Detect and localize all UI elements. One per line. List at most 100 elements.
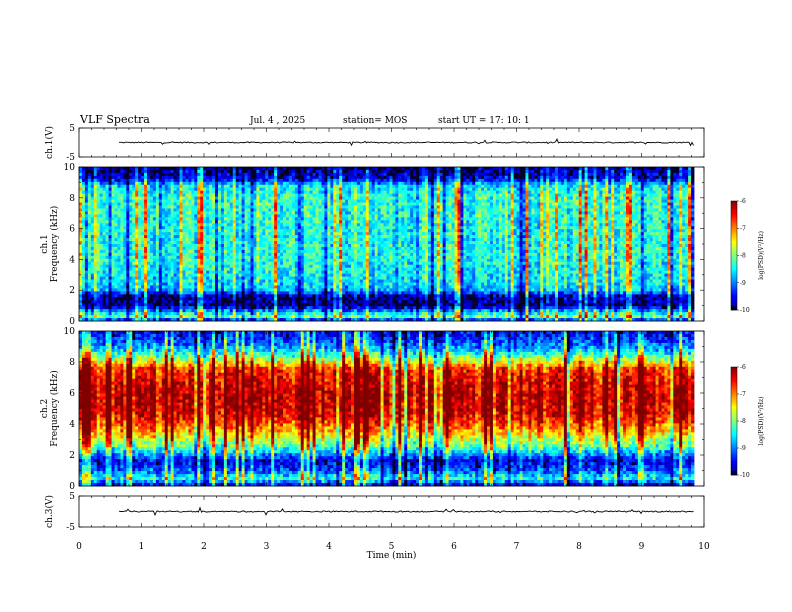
- heatmap-cell: [593, 211, 597, 215]
- heatmap-cell: [578, 223, 583, 227]
- heatmap-cell: [614, 181, 618, 186]
- heatmap-cell: [448, 184, 452, 189]
- heatmap-cell: [404, 211, 408, 215]
- heatmap-cell: [611, 175, 615, 180]
- heatmap-cell: [203, 167, 207, 171]
- heatmap-cell: [492, 193, 497, 198]
- heatmap-cell: [661, 199, 665, 203]
- heatmap-cell: [123, 178, 127, 183]
- heatmap-cell: [126, 175, 130, 180]
- heatmap-cell: [209, 229, 213, 233]
- heatmap-cell: [628, 202, 633, 206]
- heatmap-cell: [522, 211, 526, 215]
- heatmap-cell: [362, 187, 367, 192]
- heatmap-cell: [552, 175, 556, 180]
- heatmap-cell: [244, 220, 248, 224]
- heatmap-cell: [433, 178, 438, 183]
- heatmap-cell: [637, 220, 642, 224]
- heatmap-cell: [377, 175, 381, 180]
- heatmap-cell: [111, 181, 115, 186]
- heatmap-cell: [93, 232, 98, 236]
- heatmap-cell: [685, 190, 689, 195]
- heatmap-cell: [152, 184, 157, 189]
- heatmap-cell: [345, 181, 349, 186]
- heatmap-cell: [513, 211, 517, 215]
- heatmap-cell: [466, 208, 470, 212]
- heatmap-cell: [229, 167, 234, 171]
- heatmap-cell: [605, 223, 609, 227]
- heatmap-cell: [513, 184, 517, 189]
- heatmap-cell: [608, 205, 612, 209]
- heatmap-cell: [498, 178, 503, 183]
- heatmap-cell: [623, 199, 627, 203]
- heatmap-cell: [283, 184, 287, 189]
- heatmap-cell: [614, 167, 618, 171]
- heatmap-cell: [111, 229, 115, 233]
- heatmap-cell: [584, 220, 588, 224]
- heatmap-cell: [300, 181, 305, 186]
- heatmap-cell: [268, 229, 272, 233]
- heatmap-cell: [522, 226, 526, 230]
- heatmap-cell: [572, 175, 577, 180]
- heatmap-cell: [161, 172, 166, 177]
- heatmap-cell: [280, 220, 284, 224]
- heatmap-cell: [637, 190, 642, 195]
- heatmap-cell: [274, 196, 278, 200]
- heatmap-cell: [537, 220, 541, 224]
- heatmap-cell: [534, 167, 538, 171]
- heatmap-cell: [460, 232, 464, 236]
- heatmap-cell: [658, 226, 662, 230]
- heatmap-cell: [342, 199, 346, 203]
- heatmap-cell: [321, 167, 325, 171]
- heatmap-cell: [241, 169, 245, 174]
- heatmap-cell: [575, 211, 580, 215]
- heatmap-cell: [93, 208, 98, 212]
- heatmap-cell: [90, 178, 95, 183]
- heatmap-cell: [161, 196, 166, 200]
- heatmap-cell: [353, 235, 358, 239]
- heatmap-cell: [534, 217, 538, 221]
- heatmap-cell: [158, 214, 163, 218]
- heatmap-cell: [339, 229, 343, 233]
- heatmap-cell: [419, 232, 423, 236]
- heatmap-cell: [643, 214, 648, 218]
- heatmap-cell: [250, 178, 254, 183]
- heatmap-cell: [628, 190, 633, 195]
- heatmap-cell: [105, 211, 109, 215]
- heatmap-cell: [321, 172, 325, 177]
- heatmap-cell: [271, 175, 275, 180]
- heatmap-cell: [386, 175, 390, 180]
- heatmap-cell: [303, 223, 308, 227]
- heatmap-cell: [634, 175, 639, 180]
- heatmap-cell: [673, 172, 677, 177]
- heatmap-cell: [215, 232, 219, 236]
- heatmap-cell: [507, 214, 512, 218]
- heatmap-cell: [637, 199, 642, 203]
- heatmap-cell: [543, 208, 547, 212]
- heatmap-cell: [102, 220, 107, 224]
- heatmap-cell: [220, 232, 225, 236]
- heatmap-cell: [398, 232, 402, 236]
- heatmap-cell: [321, 190, 325, 195]
- heatmap-cell: [377, 232, 381, 236]
- heatmap-cell: [303, 202, 308, 206]
- heatmap-cell: [300, 220, 305, 224]
- heatmap-cell: [170, 232, 175, 236]
- heatmap-cell: [386, 208, 390, 212]
- heatmap-cell: [673, 199, 677, 203]
- heatmap-cell: [620, 211, 624, 215]
- heatmap-cell: [557, 190, 562, 195]
- heatmap-cell: [560, 220, 565, 224]
- heatmap-cell: [540, 178, 544, 183]
- heatmap-cell: [324, 199, 328, 203]
- heatmap-cell: [401, 175, 405, 180]
- heatmap-cell: [634, 184, 639, 189]
- heatmap-cell: [507, 190, 512, 195]
- heatmap-cell: [667, 172, 671, 177]
- heatmap-cell: [99, 184, 104, 189]
- heatmap-cell: [194, 214, 198, 218]
- heatmap-cell: [141, 175, 145, 180]
- heatmap-cell: [424, 208, 429, 212]
- heatmap-cell: [99, 205, 104, 209]
- heatmap-cell: [525, 172, 529, 177]
